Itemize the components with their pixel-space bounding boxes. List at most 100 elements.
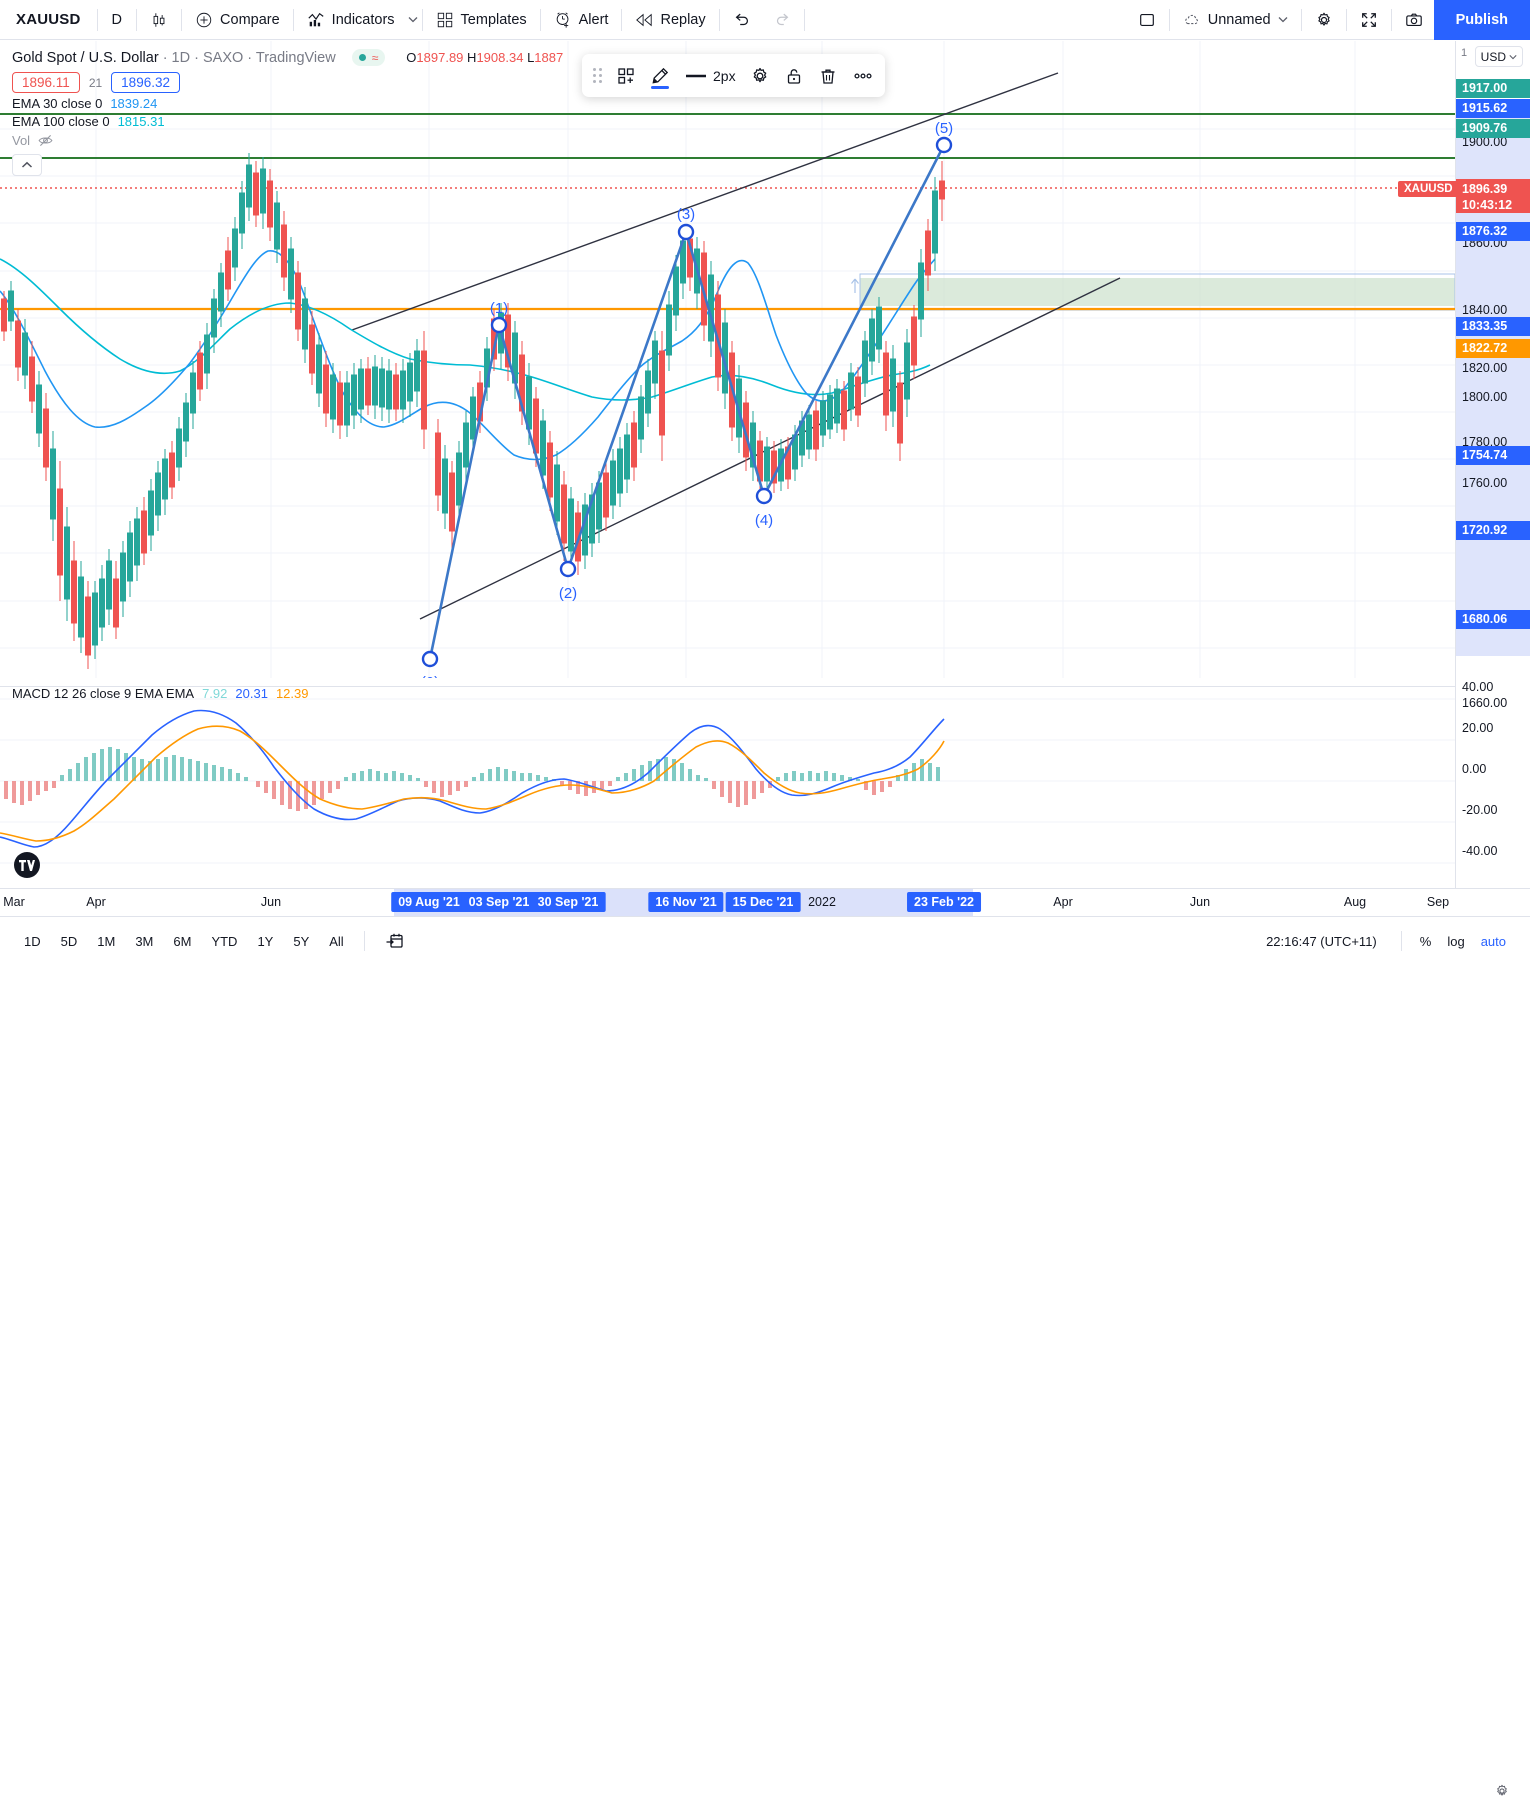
high-label: H	[467, 50, 477, 65]
eye-crossed-icon[interactable]	[37, 132, 54, 149]
top-toolbar: XAUUSD D Compare Indicators	[0, 0, 1530, 40]
price-tag-wave1[interactable]: 1833.35	[1456, 317, 1530, 336]
price-chart-svg[interactable]: (0) (1) (2) (3) (4) (5)	[0, 41, 1455, 678]
goto-date-button[interactable]	[377, 927, 413, 955]
candlestick-series[interactable]	[1, 153, 945, 669]
legend-symbol-row: Gold Spot / U.S. Dollar · 1D · SAXO · Tr…	[12, 47, 563, 68]
legend-ema30-row[interactable]: EMA 30 close 0 1839.24	[12, 96, 563, 111]
price-tag-wave3[interactable]: 1876.32	[1456, 222, 1530, 241]
range-button-5d[interactable]: 5D	[60, 933, 78, 949]
drag-grip-icon[interactable]	[586, 68, 609, 83]
time-axis[interactable]: Mar Apr Jun 09 Aug '21 03 Sep '21 30 Sep…	[0, 888, 1530, 1796]
gear-icon	[1497, 1784, 1507, 1796]
low-label: L	[527, 50, 535, 65]
price-axis[interactable]: 1 USD XAUUSD 1900.00 1880.00 1860.00 184…	[1398, 41, 1530, 888]
ema100-line	[0, 258, 931, 401]
price-tag-resistance-low[interactable]: 1909.76	[1456, 119, 1530, 138]
divider	[718, 8, 720, 31]
legend-volume-row[interactable]: Vol	[12, 132, 563, 149]
macd-pane[interactable]	[0, 686, 1455, 888]
compare-button[interactable]: Compare	[184, 5, 291, 35]
time-tick-highlight[interactable]: 09 Aug '21	[391, 892, 467, 912]
macd-line-value: 20.31	[235, 686, 268, 701]
low-value: 1887	[534, 50, 564, 65]
pencil-tool-button[interactable]	[643, 59, 677, 93]
tradingview-logo[interactable]	[14, 852, 40, 878]
range-button-ytd[interactable]: YTD	[211, 933, 238, 949]
templates-button[interactable]: Templates	[425, 5, 538, 35]
delete-drawing-button[interactable]	[811, 59, 845, 93]
range-button-6m[interactable]: 6M	[173, 933, 192, 949]
market-status-badge: ≈	[351, 49, 386, 66]
currency-selector[interactable]: USD	[1474, 46, 1523, 67]
alert-button[interactable]: Alert	[543, 5, 620, 35]
price-tag-last[interactable]: 1896.39 10:43:12	[1456, 179, 1530, 213]
fullscreen-button[interactable]	[1349, 5, 1389, 35]
more-options-button[interactable]	[845, 59, 881, 93]
time-tick-highlight[interactable]: 23 Feb '22	[907, 892, 981, 912]
chart-area[interactable]: (0) (1) (2) (3) (4) (5)	[0, 41, 1455, 888]
log-scale-button[interactable]: log	[1447, 933, 1465, 949]
macd-legend[interactable]: MACD 12 26 close 9 EMA EMA 7.92 20.31 12…	[12, 686, 308, 701]
collapse-legend-button[interactable]	[12, 154, 42, 176]
camera-icon	[1405, 13, 1422, 26]
redo-button[interactable]	[762, 5, 802, 35]
draw-settings-button[interactable]	[743, 59, 777, 93]
auto-scale-button[interactable]: auto	[1480, 933, 1506, 949]
highlight-zone[interactable]	[851, 273, 1456, 311]
time-tick-highlight[interactable]: 03 Sep '21	[461, 892, 537, 912]
price-tag-orange[interactable]: 1822.72	[1456, 339, 1530, 358]
legend-price-pills: 1896.11 21 1896.32	[12, 72, 563, 93]
market-open-dot	[358, 54, 366, 61]
indicators-dropdown-button[interactable]	[406, 5, 420, 35]
elliott-wave-overlay[interactable]: (0) (1) (2) (3) (4) (5)	[421, 120, 953, 678]
symbol-price-tag: XAUUSD	[1398, 181, 1459, 197]
undo-button[interactable]	[722, 5, 762, 35]
percent-scale-button[interactable]: %	[1419, 933, 1432, 949]
bid-price-pill[interactable]: 1896.11	[12, 72, 80, 93]
price-pane[interactable]: (0) (1) (2) (3) (4) (5)	[0, 41, 1455, 678]
range-button-3m[interactable]: 3M	[135, 933, 154, 949]
time-tick-highlight[interactable]: 15 Dec '21	[725, 892, 801, 912]
indicators-button[interactable]: Indicators	[296, 5, 406, 35]
price-tag-wave2[interactable]: 1720.92	[1456, 521, 1530, 540]
chart-settings-button[interactable]	[1304, 5, 1344, 35]
line-width-label: 2px	[713, 67, 736, 84]
range-button-5y[interactable]: 5Y	[293, 933, 310, 949]
time-axis-settings-button[interactable]	[1494, 1783, 1510, 1799]
replay-button[interactable]: Replay	[624, 5, 716, 35]
chart-type-button[interactable]	[139, 5, 179, 35]
wave-label-4: (4)	[755, 512, 773, 529]
ask-price-pill[interactable]: 1896.32	[111, 72, 180, 93]
legend-ema100-row[interactable]: EMA 100 close 0 1815.31	[12, 114, 563, 129]
range-button-1d[interactable]: 1D	[24, 933, 41, 949]
axis-tick: 1820.00	[1462, 361, 1508, 375]
layout-button[interactable]	[1127, 5, 1167, 35]
save-layout-button[interactable]: Unnamed	[1172, 5, 1299, 35]
macd-legend-name: MACD 12 26 close 9 EMA EMA	[12, 686, 195, 701]
divider	[136, 8, 138, 31]
macd-chart-svg[interactable]	[0, 687, 1455, 887]
drawing-toolbar[interactable]: 2px	[582, 54, 885, 97]
price-tag-wave0[interactable]: 1680.06	[1456, 610, 1530, 629]
object-tree-add-button[interactable]	[609, 59, 643, 93]
symbol-button[interactable]: XAUUSD	[16, 11, 81, 28]
replay-icon	[636, 13, 653, 26]
publish-button[interactable]: Publish	[1433, 0, 1530, 40]
price-tag-wave5[interactable]: 1915.62	[1456, 99, 1530, 118]
time-tick-highlight[interactable]: 16 Nov '21	[648, 892, 724, 912]
time-tick-highlight[interactable]: 30 Sep '21	[530, 892, 606, 912]
line-width-button[interactable]: 2px	[677, 59, 743, 93]
price-tag-wave4[interactable]: 1754.74	[1456, 446, 1530, 465]
snapshot-button[interactable]	[1394, 5, 1434, 35]
horizontal-level-lines[interactable]	[0, 113, 1455, 311]
axis-tick: 1900.00	[1462, 135, 1508, 149]
price-tag-resistance-high[interactable]: 1917.00	[1456, 79, 1530, 98]
time-tick: Mar	[3, 895, 25, 909]
range-button-1y[interactable]: 1Y	[257, 933, 274, 949]
interval-button[interactable]: D	[111, 11, 123, 28]
range-button-1m[interactable]: 1M	[97, 933, 116, 949]
range-button-all[interactable]: All	[329, 933, 344, 949]
lock-button[interactable]	[777, 59, 811, 93]
chevron-down-icon	[1509, 54, 1517, 59]
